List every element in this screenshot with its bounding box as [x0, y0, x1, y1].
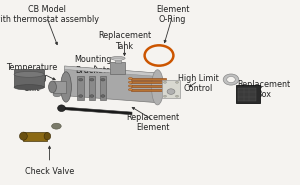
Text: Mounting
Brackets: Mounting Brackets: [74, 56, 112, 75]
Ellipse shape: [128, 81, 133, 83]
Ellipse shape: [223, 74, 239, 85]
Text: Replacement
Tank: Replacement Tank: [98, 31, 151, 51]
Polygon shape: [61, 107, 132, 115]
Bar: [130, 78, 166, 80]
Ellipse shape: [61, 72, 71, 102]
Ellipse shape: [176, 81, 178, 83]
Ellipse shape: [227, 77, 235, 83]
Polygon shape: [64, 66, 158, 76]
Text: Replacement
Box: Replacement Box: [237, 80, 291, 99]
Bar: [110, 62, 125, 74]
Text: Replacement
Element: Replacement Element: [126, 113, 180, 132]
Bar: [236, 85, 260, 103]
Ellipse shape: [79, 95, 83, 97]
Ellipse shape: [90, 95, 94, 97]
Bar: [14, 69, 44, 87]
Ellipse shape: [53, 92, 61, 97]
Ellipse shape: [14, 71, 44, 77]
Ellipse shape: [52, 123, 61, 129]
Bar: [238, 88, 256, 101]
Ellipse shape: [128, 78, 133, 80]
Bar: [115, 58, 121, 63]
Ellipse shape: [152, 70, 164, 105]
Text: Check Valve: Check Valve: [25, 167, 74, 176]
Bar: [88, 76, 95, 100]
Bar: [130, 81, 166, 83]
Text: High Limit
Control: High Limit Control: [178, 74, 218, 93]
Ellipse shape: [176, 95, 178, 97]
Ellipse shape: [164, 95, 166, 97]
Ellipse shape: [128, 85, 133, 87]
Bar: [130, 85, 165, 87]
Ellipse shape: [167, 89, 175, 94]
Polygon shape: [64, 66, 158, 103]
Ellipse shape: [79, 78, 83, 81]
Ellipse shape: [101, 78, 105, 81]
Ellipse shape: [101, 95, 105, 97]
Ellipse shape: [49, 81, 56, 93]
Bar: [77, 76, 84, 100]
Ellipse shape: [90, 78, 94, 81]
Ellipse shape: [164, 81, 166, 83]
Text: Element
O-Ring: Element O-Ring: [156, 5, 189, 24]
Ellipse shape: [58, 105, 65, 112]
Bar: [162, 80, 180, 98]
Text: CB Model
with thermostat assembly: CB Model with thermostat assembly: [0, 5, 99, 24]
Text: Temperature
Sensing
Unit: Temperature Sensing Unit: [6, 63, 57, 93]
Ellipse shape: [128, 89, 133, 91]
Bar: [23, 132, 47, 141]
Ellipse shape: [20, 132, 27, 140]
Bar: [130, 89, 165, 91]
Bar: [52, 81, 66, 92]
Ellipse shape: [14, 85, 44, 90]
Ellipse shape: [113, 58, 123, 60]
Ellipse shape: [111, 56, 125, 60]
Ellipse shape: [44, 132, 51, 140]
Bar: [100, 76, 106, 100]
